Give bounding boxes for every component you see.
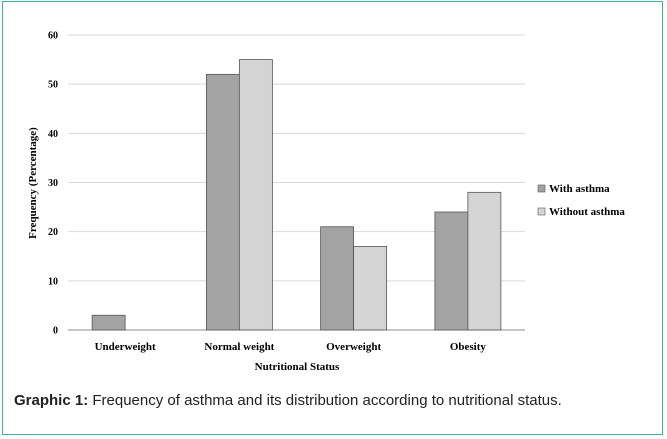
figure-frame (2, 1, 663, 435)
y-axis-ticks: 0 10 20 30 40 50 60 (48, 31, 58, 337)
y-tick-label: 20 (48, 227, 58, 238)
x-category-label: Obesity (450, 341, 487, 353)
caption-text: Frequency of asthma and its distribution… (88, 392, 562, 409)
bar-with-asthma (205, 73, 240, 331)
y-tick-label: 50 (48, 80, 58, 91)
x-category-label: Normal weight (204, 341, 274, 353)
y-tick-label: 30 (48, 178, 58, 189)
x-category-label: Underweight (95, 341, 156, 353)
y-tick-label: 60 (48, 31, 58, 42)
y-axis-title: Frequency (Percentage) (27, 127, 39, 239)
x-axis-categories: Underweight Normal weight Overweight Obesit… (95, 341, 487, 353)
legend-swatch (537, 207, 546, 216)
bar-with-asthma (91, 314, 126, 331)
x-axis-title: Nutritional Status (255, 361, 340, 373)
bars (91, 59, 502, 331)
bar-chart: 0 10 20 30 40 50 60 Underweight Normal weight Ov… (27, 31, 625, 374)
bar-without-asthma (353, 246, 388, 331)
caption-label: Graphic 1: (14, 392, 89, 409)
legend-swatch (537, 184, 546, 193)
y-tick-label: 10 (48, 276, 58, 287)
x-category-label: Overweight (326, 341, 381, 353)
legend-label: Without asthma (549, 206, 625, 218)
bar-without-asthma (238, 59, 273, 331)
legend-label: With asthma (549, 183, 610, 195)
bar-with-asthma (320, 226, 355, 331)
legend: With asthma Without asthma (537, 183, 625, 218)
y-tick-label: 40 (48, 129, 58, 140)
y-tick-label: 0 (53, 326, 58, 337)
bar-with-asthma (434, 211, 469, 331)
bar-without-asthma (467, 191, 502, 331)
figure-caption: Graphic 1: Frequency of asthma and its d… (14, 390, 654, 411)
